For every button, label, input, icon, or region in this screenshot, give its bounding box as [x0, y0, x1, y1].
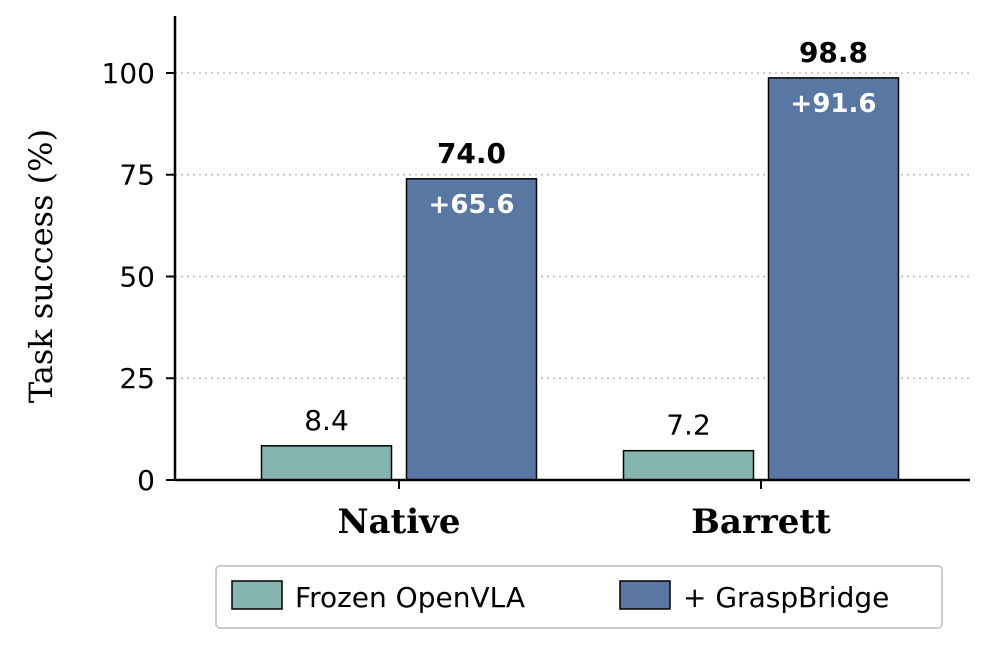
gain-label-barrett: +91.6	[791, 89, 877, 119]
bar-graspbridge-native	[405, 178, 538, 481]
y-tick-label-50: 50	[119, 260, 155, 293]
y-tick-label-0: 0	[137, 464, 155, 497]
legend-swatch-graspbridge	[619, 580, 671, 610]
gain-label-native: +65.6	[429, 190, 515, 220]
legend-frame	[215, 565, 943, 629]
bar-frozen-openvla-native	[260, 445, 393, 481]
value-label-graspbridge-native: 74.0	[437, 137, 506, 170]
legend-swatch-frozen-openvla	[231, 580, 283, 610]
data-labels: 8.4 74.0 +65.6 7.2 98.8 +91.6	[304, 36, 876, 442]
y-tick-label-75: 75	[119, 159, 155, 192]
grid-lines	[175, 72, 970, 379]
bars	[260, 77, 900, 481]
y-tick-label-100: 100	[102, 57, 155, 90]
y-tick-label-25: 25	[119, 362, 155, 395]
axes: 0 25 50 75 100 Native Barrett	[102, 16, 970, 542]
legend-label-graspbridge: + GraspBridge	[683, 581, 889, 614]
x-tick-label-native: Native	[337, 502, 460, 542]
legend-label-frozen-openvla: Frozen OpenVLA	[295, 581, 525, 614]
bar-graspbridge-barrett	[767, 77, 900, 481]
value-label-graspbridge-barrett: 98.8	[799, 36, 868, 69]
value-label-frozen-native: 8.4	[304, 404, 349, 437]
value-label-frozen-barrett: 7.2	[666, 409, 711, 442]
legend: Frozen OpenVLA + GraspBridge	[215, 565, 943, 629]
y-axis-title: Task success (%)	[22, 129, 60, 403]
x-tick-label-barrett: Barrett	[691, 502, 831, 542]
bar-frozen-openvla-barrett	[622, 449, 755, 481]
